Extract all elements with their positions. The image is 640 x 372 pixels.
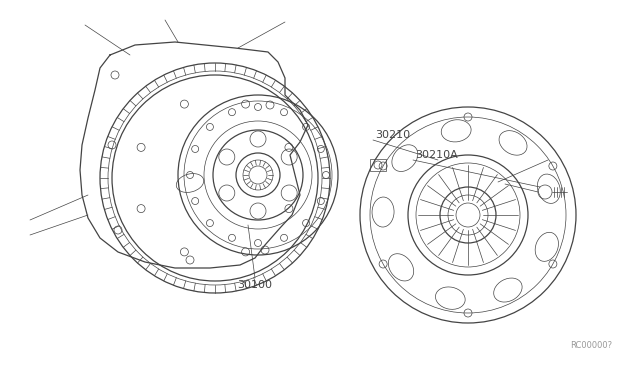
Text: 30210A: 30210A	[415, 150, 458, 160]
Text: 30100: 30100	[237, 280, 273, 290]
Text: RC00000?: RC00000?	[570, 340, 612, 350]
Text: 30210: 30210	[375, 130, 410, 140]
